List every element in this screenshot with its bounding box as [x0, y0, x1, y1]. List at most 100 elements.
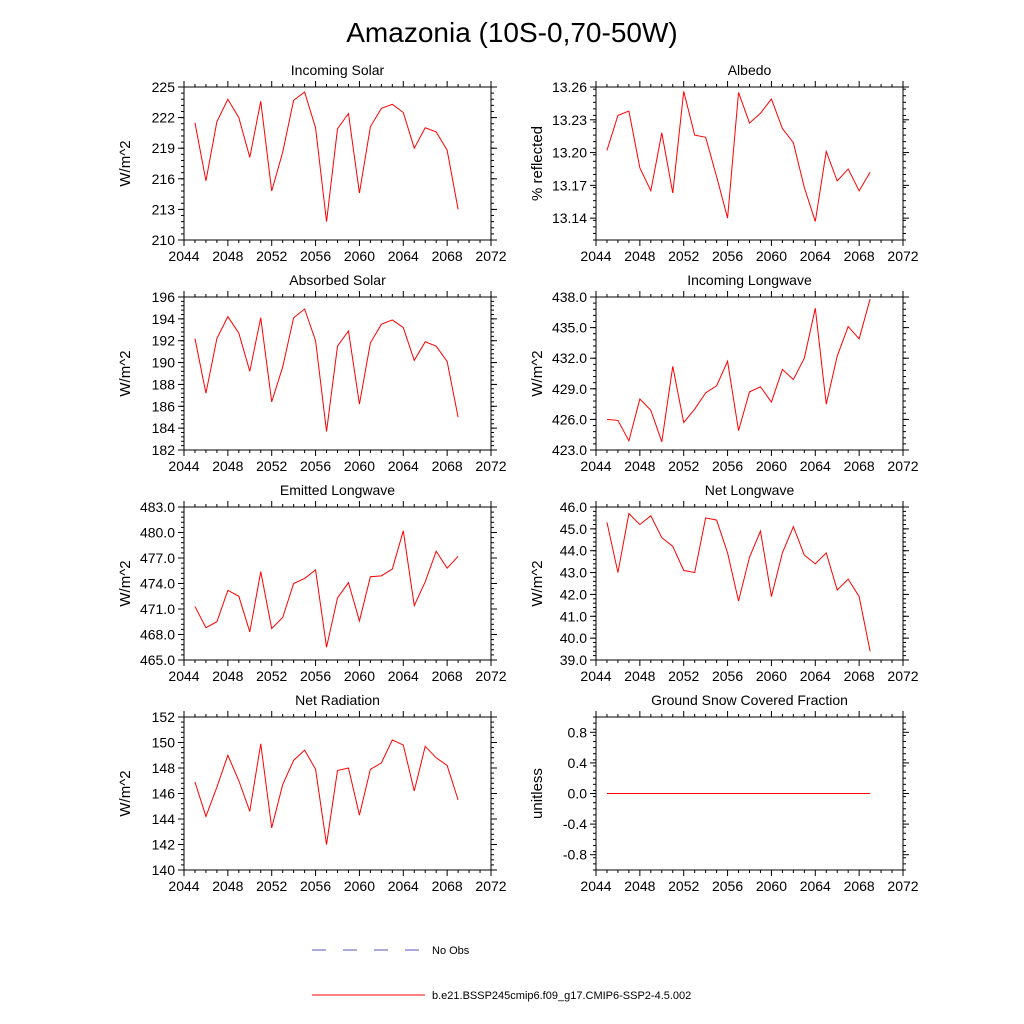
series-line	[194, 308, 459, 432]
x-tick-label: 2048	[212, 248, 243, 264]
y-tick-label: 216	[152, 171, 176, 187]
panel-incoming-solar: 2044 2048 2052 2056 2060 2064 2068 2072 210 213 21…	[117, 62, 507, 264]
x-tick-label: 2072	[887, 668, 918, 684]
y-tick-label: 471.0	[140, 601, 175, 617]
y-tick-label: 13.14	[552, 210, 587, 226]
y-tick-label: 474.0	[140, 576, 175, 592]
x-tick-label: 2072	[887, 248, 918, 264]
y-tick-label: 40.0	[560, 630, 587, 646]
y-axis-label: W/m^2	[529, 350, 546, 396]
panel-albedo: 2044 2048 2052 2056 2060 2064 2068 2072 13.14 13.…	[529, 62, 919, 264]
x-tick-label: 2044	[580, 458, 611, 474]
x-tick-label: 2060	[756, 248, 787, 264]
y-tick-label: 190	[152, 355, 176, 371]
y-tick-label: 45.0	[560, 521, 587, 537]
panel-title: Albedo	[728, 62, 772, 78]
x-tick-label: 2056	[712, 458, 743, 474]
x-tick-label: 2044	[580, 668, 611, 684]
series-line	[606, 512, 871, 652]
x-tick-label: 2060	[344, 458, 375, 474]
x-tick-label: 2044	[168, 878, 199, 894]
x-tick-label: 2072	[475, 878, 506, 894]
plot-frame	[183, 506, 492, 661]
x-tick-label: 2064	[388, 458, 419, 474]
y-axis-label: W/m^2	[117, 770, 134, 816]
y-tick-label: 483.0	[140, 499, 175, 515]
y-tick-label: 426.0	[552, 411, 587, 427]
y-tick-label: 210	[152, 232, 176, 248]
x-tick-label: 2048	[624, 878, 655, 894]
y-tick-label: 43.0	[560, 565, 587, 581]
panel-title: Incoming Longwave	[687, 272, 812, 288]
x-tick-label: 2072	[887, 878, 918, 894]
y-tick-label: 39.0	[560, 652, 587, 668]
y-tick-label: 140	[152, 862, 176, 878]
plot-frame	[595, 296, 904, 451]
y-axis-label: W/m^2	[117, 140, 134, 186]
y-tick-label: 13.23	[552, 112, 587, 128]
y-tick-label: 225	[152, 79, 176, 95]
x-tick-label: 2052	[668, 458, 699, 474]
x-tick-label: 2068	[844, 458, 875, 474]
y-tick-label: 150	[152, 735, 176, 751]
y-axis-label: W/m^2	[117, 350, 134, 396]
panel-emitted-longwave: 2044 2048 2052 2056 2060 2064 2068 2072 465.0 468…	[117, 482, 507, 684]
y-tick-label: 13.20	[552, 145, 587, 161]
x-tick-label: 2056	[712, 248, 743, 264]
x-tick-label: 2064	[388, 878, 419, 894]
y-tick-label: 219	[152, 140, 176, 156]
x-tick-label: 2044	[580, 248, 611, 264]
x-tick-label: 2048	[624, 458, 655, 474]
y-tick-label: 184	[152, 420, 176, 436]
x-tick-label: 2052	[668, 248, 699, 264]
x-tick-label: 2072	[887, 458, 918, 474]
y-tick-label: 196	[152, 289, 176, 305]
x-tick-label: 2072	[475, 668, 506, 684]
panels: 2044 2048 2052 2056 2060 2064 2068 2072 210 213 21…	[117, 62, 919, 894]
x-tick-label: 2044	[580, 878, 611, 894]
x-tick-label: 2068	[432, 878, 463, 894]
x-tick-label: 2068	[432, 668, 463, 684]
y-tick-label: 194	[152, 311, 176, 327]
x-tick-label: 2048	[212, 668, 243, 684]
legend-label-no-obs: No Obs	[432, 945, 470, 957]
x-tick-label: 2064	[800, 878, 831, 894]
y-tick-label: 465.0	[140, 652, 175, 668]
plot-frame	[183, 716, 492, 871]
y-tick-label: 144	[152, 811, 176, 827]
x-tick-label: 2064	[388, 248, 419, 264]
x-tick-label: 2056	[300, 878, 331, 894]
y-tick-label: 13.17	[552, 177, 587, 193]
x-tick-label: 2060	[756, 878, 787, 894]
series-line	[194, 739, 459, 845]
y-tick-label: 432.0	[552, 350, 587, 366]
y-tick-label: 0.0	[568, 786, 588, 802]
x-tick-label: 2056	[300, 248, 331, 264]
panel-title: Absorbed Solar	[289, 272, 386, 288]
legend: No Obs b.e21.BSSP245cmip6.f09_g17.CMIP6-…	[312, 945, 691, 1002]
x-tick-label: 2044	[168, 458, 199, 474]
y-tick-label: 423.0	[552, 442, 587, 458]
x-tick-label: 2048	[212, 458, 243, 474]
plot-frame	[595, 86, 904, 241]
y-tick-label: 192	[152, 333, 176, 349]
y-tick-label: 44.0	[560, 543, 587, 559]
y-tick-label: 142	[152, 837, 176, 853]
panel-ground-snow-covered-fraction: 2044 2048 2052 2056 2060 2064 2068 2072 -0.8 -0.4…	[529, 692, 919, 894]
y-tick-label: 468.0	[140, 627, 175, 643]
x-tick-label: 2044	[168, 668, 199, 684]
y-tick-label: 222	[152, 110, 176, 126]
y-tick-label: 42.0	[560, 586, 587, 602]
series-line	[194, 530, 459, 648]
x-tick-label: 2052	[256, 878, 287, 894]
x-tick-label: 2056	[712, 878, 743, 894]
panel-net-longwave: 2044 2048 2052 2056 2060 2064 2068 2072 39.0 40.0…	[529, 482, 919, 684]
y-tick-label: 480.0	[140, 525, 175, 541]
x-tick-label: 2052	[668, 878, 699, 894]
x-tick-label: 2068	[432, 248, 463, 264]
y-axis-label: % reflected	[529, 126, 546, 201]
x-tick-label: 2060	[756, 458, 787, 474]
y-tick-label: 429.0	[552, 381, 587, 397]
series-line	[606, 91, 871, 222]
plot-frame	[595, 506, 904, 661]
